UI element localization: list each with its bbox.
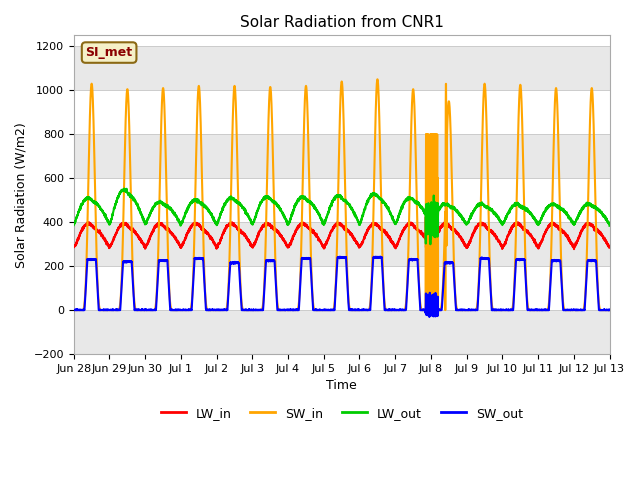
SW_in <box>492 307 500 313</box>
SW_out <box>432 302 440 308</box>
SW_out <box>426 314 433 320</box>
Bar <box>74 90 609 134</box>
SW_in <box>605 307 613 313</box>
SW_in <box>462 307 470 313</box>
SW_out <box>492 307 500 313</box>
SW_in <box>605 307 612 313</box>
Y-axis label: Solar Radiation (W/m2): Solar Radiation (W/m2) <box>15 122 28 267</box>
LW_out <box>426 241 434 247</box>
LW_in <box>70 244 77 250</box>
Bar <box>74 310 609 354</box>
Text: SI_met: SI_met <box>86 46 132 59</box>
SW_out <box>70 307 77 313</box>
SW_out <box>605 307 613 313</box>
SW_in <box>166 299 174 304</box>
LW_out <box>166 204 174 210</box>
Bar <box>74 266 609 310</box>
Legend: LW_in, SW_in, LW_out, SW_out: LW_in, SW_in, LW_out, SW_out <box>156 402 527 425</box>
Bar <box>74 178 609 222</box>
LW_out <box>322 217 330 223</box>
LW_out <box>120 186 128 192</box>
LW_out <box>462 221 470 227</box>
Bar <box>74 134 609 178</box>
X-axis label: Time: Time <box>326 379 357 392</box>
SW_out <box>166 304 174 310</box>
LW_in <box>166 229 174 235</box>
LW_out <box>605 219 613 225</box>
LW_out <box>492 211 500 216</box>
Line: LW_in: LW_in <box>74 205 609 266</box>
Bar <box>74 222 609 266</box>
LW_in <box>428 203 435 208</box>
LW_in <box>432 232 440 238</box>
SW_in <box>374 76 381 82</box>
SW_in <box>322 307 330 313</box>
LW_in <box>605 245 613 251</box>
LW_in <box>462 243 470 249</box>
LW_in <box>433 263 441 269</box>
SW_out <box>376 254 384 260</box>
SW_in <box>70 307 77 313</box>
Title: Solar Radiation from CNR1: Solar Radiation from CNR1 <box>240 15 444 30</box>
Bar <box>74 47 609 90</box>
Line: SW_in: SW_in <box>74 79 609 310</box>
SW_out <box>322 307 330 313</box>
LW_out <box>605 223 613 228</box>
Line: LW_out: LW_out <box>74 189 609 244</box>
LW_out <box>70 222 77 228</box>
LW_in <box>492 236 500 242</box>
LW_in <box>605 243 613 249</box>
Line: SW_out: SW_out <box>74 257 609 317</box>
SW_in <box>432 219 440 225</box>
SW_out <box>605 307 613 313</box>
LW_out <box>432 201 440 206</box>
LW_in <box>322 242 330 248</box>
SW_out <box>462 307 470 313</box>
